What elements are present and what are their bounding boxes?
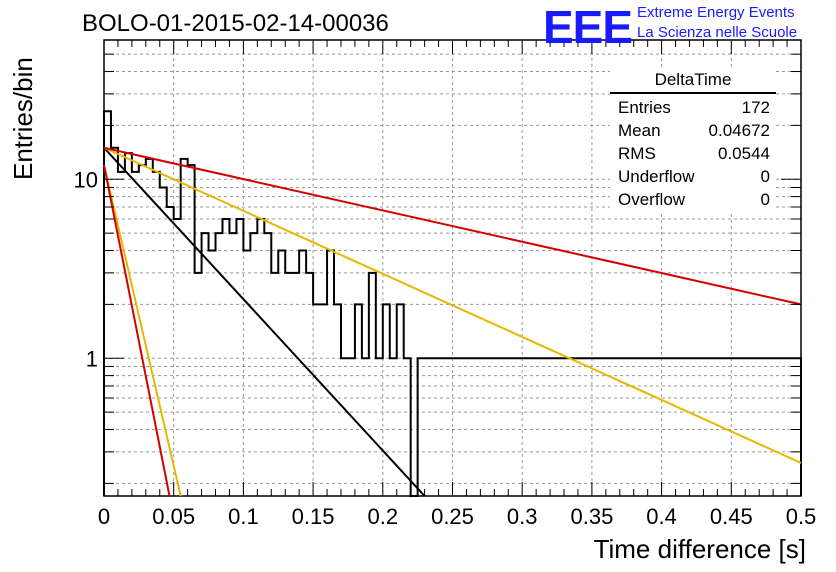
stats-box: DeltaTime Entries 172 Mean 0.04672 RMS 0… [610,70,776,211]
x-tick-label: 0.4 [646,504,677,529]
org-subtitle: La Scienza nelle Scuole [637,24,798,41]
histogram-outline [103,110,802,497]
x-tick-label: 0.45 [710,504,753,529]
fit-line [103,146,802,464]
y-axis-label: Entries/bin [8,57,38,180]
x-tick-label: 0.1 [228,504,259,529]
x-tick-label: 0.2 [368,504,399,529]
stats-row-rms: RMS 0.0544 [610,142,776,165]
x-tick-label: 0.25 [431,504,474,529]
stats-value: 0.04672 [708,121,770,140]
tick-labels: 0 0.05 0.1 0.15 0.2 0.25 0.3 0.35 0.4 0.45 0.5 1 10 [74,167,817,529]
stats-label: RMS [618,144,656,163]
eee-logo: EEE [543,1,633,53]
stats-value: 0 [760,167,770,186]
stats-row-entries: Entries 172 [610,96,776,119]
x-tick-label: 0 [98,504,110,529]
fit-lines [103,146,802,497]
axis-ticks [103,40,802,496]
x-tick-label: 0.15 [292,504,335,529]
stats-row-overflow: Overflow 0 [610,188,776,211]
stats-value: 0.0544 [718,144,770,163]
org-name: Extreme Energy Events [637,4,795,21]
stats-value: 0 [760,190,770,209]
run-title: BOLO-01-2015-02-14-00036 [82,10,389,37]
stats-label: Overflow [618,190,686,209]
stats-row-underflow: Underflow 0 [610,165,776,188]
stats-title: DeltaTime [610,70,776,94]
x-axis-label: Time difference [s] [593,534,806,564]
x-tick-label: 0.5 [786,504,817,529]
stats-row-mean: Mean 0.04672 [610,119,776,142]
y-tick-label: 10 [74,167,98,192]
x-tick-label: 0.3 [507,504,538,529]
stats-label: Mean [618,121,661,140]
fit-line [103,164,182,497]
fit-line [103,164,171,497]
stats-label: Entries [618,98,671,117]
fit-line [103,147,426,497]
x-tick-label: 0.05 [152,504,195,529]
stats-value: 172 [741,98,770,117]
y-tick-label: 1 [86,346,98,371]
fit-line [103,146,802,306]
histogram-bars [103,110,802,497]
x-tick-label: 0.35 [570,504,613,529]
stats-label: Underflow [618,167,695,186]
